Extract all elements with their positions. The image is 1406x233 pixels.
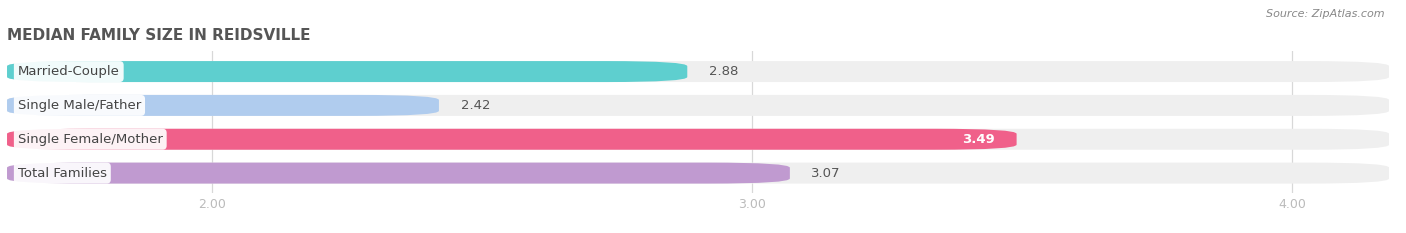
- Text: Total Families: Total Families: [18, 167, 107, 180]
- Text: Single Male/Father: Single Male/Father: [18, 99, 141, 112]
- FancyBboxPatch shape: [7, 163, 1389, 184]
- Text: Married-Couple: Married-Couple: [18, 65, 120, 78]
- Text: MEDIAN FAMILY SIZE IN REIDSVILLE: MEDIAN FAMILY SIZE IN REIDSVILLE: [7, 28, 311, 43]
- FancyBboxPatch shape: [7, 129, 1017, 150]
- Text: 3.49: 3.49: [962, 133, 995, 146]
- FancyBboxPatch shape: [7, 61, 1389, 82]
- FancyBboxPatch shape: [7, 61, 688, 82]
- Text: 2.88: 2.88: [709, 65, 738, 78]
- FancyBboxPatch shape: [7, 129, 1389, 150]
- Text: 2.42: 2.42: [461, 99, 491, 112]
- Text: Single Female/Mother: Single Female/Mother: [18, 133, 163, 146]
- FancyBboxPatch shape: [7, 95, 1389, 116]
- FancyBboxPatch shape: [7, 163, 790, 184]
- Text: Source: ZipAtlas.com: Source: ZipAtlas.com: [1267, 9, 1385, 19]
- Text: 3.07: 3.07: [811, 167, 841, 180]
- FancyBboxPatch shape: [7, 95, 439, 116]
